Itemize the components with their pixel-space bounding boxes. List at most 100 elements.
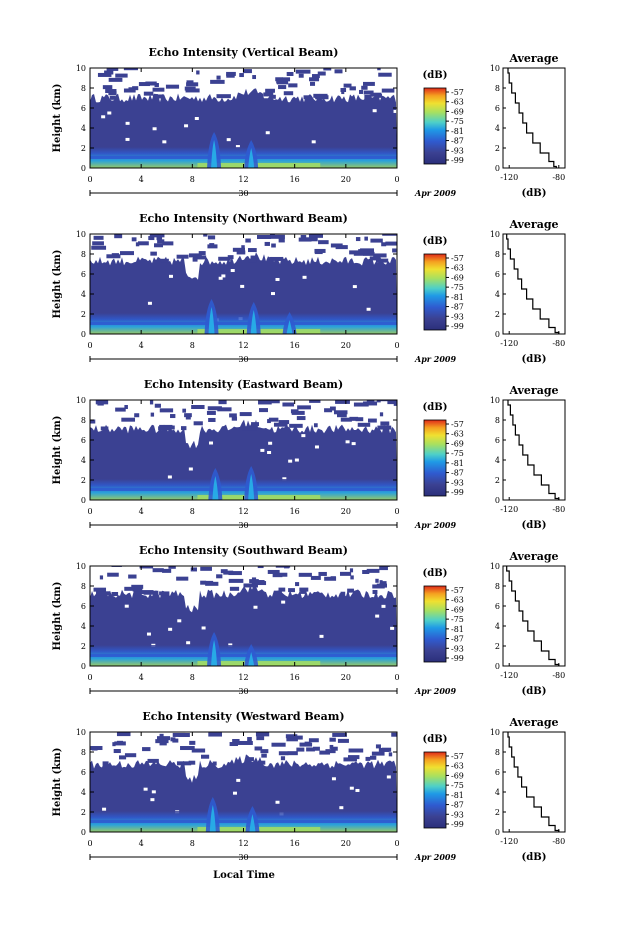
echo-fragment [178,733,190,738]
echo-fragment [295,69,311,74]
data-gap [311,140,316,144]
colorbar-tick-label: -63 [451,264,464,273]
y-tick-label: 2 [81,808,86,817]
colorbar-tick-label: -81 [451,625,464,634]
echo-fragment [156,736,171,741]
echo-fragment [205,580,214,585]
echo-fragment [109,95,116,100]
echo-fragment [123,68,138,71]
x-tick-label: 0 [87,175,92,184]
echo-fragment [229,413,237,418]
echo-fragment [282,77,291,82]
echo-fragment [102,761,109,766]
echo-fragment [165,84,180,89]
profile-y-tick-label: 8 [495,582,500,591]
profile-line [507,400,560,500]
date-label: 30 [238,521,248,530]
echo-fragment [258,400,272,405]
echo-fragment [152,568,164,573]
echo-fragment [128,574,137,579]
echo-fragment [370,238,383,243]
echo-fragment [296,416,306,421]
colorbar-tick-label: -63 [451,762,464,771]
echo-fragment [137,241,149,246]
echo-fragment [152,94,164,99]
echo-fragment [250,255,258,260]
echo-fragment [176,576,189,581]
y-tick-label: 2 [81,642,86,651]
echo-fragment [369,256,381,261]
x-tick-label: 0 [87,507,92,516]
profile-y-tick-label: 4 [495,456,500,465]
data-gap [281,600,286,604]
profile-y-tick-label: 0 [495,330,500,339]
echo-fragment [97,72,112,77]
panel-title: Echo Intensity (Southward Beam) [139,544,348,557]
echo-fragment [306,747,315,752]
echo-fragment [359,89,364,94]
echo-fragment [229,742,239,747]
data-gap [301,434,306,438]
profile-line [507,68,557,168]
profile-y-tick-label: 6 [495,602,500,611]
echo-fragment [381,242,387,247]
profile-y-tick-label: 4 [495,622,500,631]
x-tick-label: 0 [87,673,92,682]
y-tick-label: 2 [81,144,86,153]
echo-fragment [252,75,257,80]
profile-y-tick-label: 10 [490,728,500,737]
y-tick-label: 8 [81,84,86,93]
data-gap [201,626,206,630]
echo-fragment [380,421,390,426]
profile-x-label: (dB) [522,852,547,863]
y-tick-label: 0 [81,496,86,505]
panel-1: Echo Intensity (Northward Beam) 0 2 4 6 8 10 He… [52,212,566,365]
echo-fragment [196,70,200,75]
echo-fragment [364,236,368,241]
echo-fragment [155,739,169,744]
x-tick-label: 20 [341,507,351,516]
profile-title: Average [508,384,558,397]
echo-fragment [370,755,377,760]
echo-fragment [330,576,336,581]
echo-fragment [337,738,349,743]
profile-x-tick-label: -120 [500,671,518,680]
x-tick-label: 16 [290,341,300,350]
echo-fragment [300,234,307,239]
colorbar-tick-label: -69 [451,771,464,780]
echo-fragment [104,70,114,75]
colorbar-tick-label: -93 [451,146,464,155]
echo-fragment [116,732,131,737]
echo-fragment [278,751,289,756]
panel-title: Echo Intensity (Vertical Beam) [148,46,338,59]
echo-fragment [212,761,217,766]
echo-fragment [188,253,202,258]
data-gap [236,778,241,782]
colorbar-tick-label: -99 [451,156,464,165]
echo-fragment [379,400,394,402]
echo-fragment [278,85,287,90]
echo-fragment [319,750,331,755]
colorbar-tick-label: -75 [451,781,464,790]
data-gap [253,605,258,609]
profile-x-tick-label: -120 [500,173,518,182]
y-tick-label: 10 [76,396,86,405]
profile-y-tick-label: 4 [495,788,500,797]
echo-fragment [296,747,305,752]
echo-fragment [228,578,244,583]
echo-fragment [132,86,139,91]
profile-line [507,732,560,832]
y-tick-label: 6 [81,436,86,445]
echo-fragment [325,749,336,754]
echo-fragment [123,88,136,93]
data-gap [351,442,356,446]
data-gap [267,451,272,455]
echo-fragment [157,239,165,244]
echo-fragment [108,77,123,82]
echo-fragment [208,732,223,737]
profile-frame [502,233,566,335]
profile-x-tick-label: -80 [552,173,565,182]
profile-y-tick-label: 6 [495,270,500,279]
panel-4: Echo Intensity (Westward Beam) 0 2 4 6 8 10 Hei… [52,710,566,863]
profile-y-tick-label: 4 [495,124,500,133]
